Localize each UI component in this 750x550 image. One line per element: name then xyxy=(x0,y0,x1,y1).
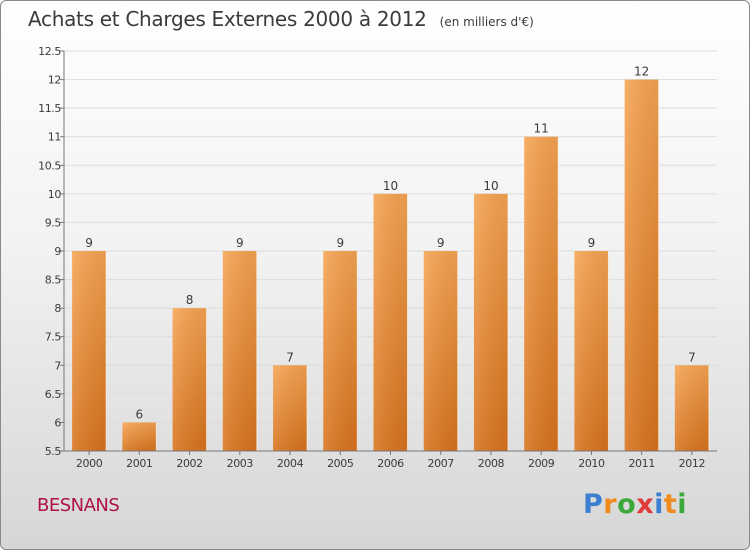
chart-subtitle: (en milliers d'€) xyxy=(439,15,534,29)
bar-shade xyxy=(624,79,659,452)
chart-title: Achats et Charges Externes 2000 à 2012 xyxy=(28,7,427,31)
y-tick-label: 11.5 xyxy=(38,102,61,115)
labels: 5.5 6 6.5 7 7.5 8 8.5 9 9.5 10 10.5 11 11.5 12 12.5 9 20… xyxy=(38,45,705,470)
y-tick-label: 12 xyxy=(48,74,61,87)
bar-value-label: 9 xyxy=(336,236,344,250)
y-tick-label: 7 xyxy=(54,359,61,372)
bar-value-label: 12 xyxy=(634,65,649,79)
bar-value-label: 10 xyxy=(483,179,498,193)
y-tick-label: 5.5 xyxy=(45,445,62,458)
y-tick-label: 12.5 xyxy=(38,45,61,58)
y-tick-label: 9.5 xyxy=(45,216,62,229)
x-tick-label: 2010 xyxy=(578,457,605,470)
bar-shade xyxy=(72,251,107,451)
x-tick-label: 2007 xyxy=(428,457,455,470)
y-tick-label: 6.5 xyxy=(45,388,62,401)
y-tick-label: 10 xyxy=(48,188,62,201)
bar-value-label: 11 xyxy=(534,122,549,136)
logo-letter: o xyxy=(617,489,637,520)
bar-shade xyxy=(373,193,408,451)
bar-shade xyxy=(273,365,308,451)
bar-shade xyxy=(674,365,709,451)
x-tick-label: 2012 xyxy=(679,457,705,470)
y-tick-label: 9 xyxy=(54,245,61,258)
y-tick-label: 8.5 xyxy=(45,274,62,287)
bar-value-label: 10 xyxy=(383,179,398,193)
bar-value-label: 7 xyxy=(286,350,294,364)
bar-value-label: 9 xyxy=(437,236,445,250)
x-tick-label: 2004 xyxy=(277,457,304,470)
bar-shade xyxy=(473,193,508,451)
logo-letter: i xyxy=(654,489,664,520)
y-tick-label: 7.5 xyxy=(45,331,62,344)
title-row: Achats et Charges Externes 2000 à 2012 (… xyxy=(28,7,534,31)
logo-letter: t xyxy=(663,489,678,520)
proxiti-logo[interactable]: Proxiti xyxy=(583,489,687,520)
logo-letter: r xyxy=(603,489,618,520)
y-tick-label: 8 xyxy=(54,302,61,315)
x-tick-label: 2000 xyxy=(76,457,103,470)
axes xyxy=(60,50,717,455)
logo-letter: P xyxy=(583,489,604,520)
bar-value-label: 6 xyxy=(136,407,144,421)
bar-shade xyxy=(222,251,257,451)
bar-shade xyxy=(524,136,559,451)
commune-name: BESNANS xyxy=(37,495,120,516)
x-tick-label: 2001 xyxy=(126,457,152,470)
bar-value-label: 7 xyxy=(688,350,696,364)
y-tick-label: 6 xyxy=(54,416,61,429)
x-tick-label: 2002 xyxy=(176,457,202,470)
x-tick-label: 2008 xyxy=(478,457,505,470)
bar-value-label: 9 xyxy=(85,236,93,250)
x-tick-label: 2011 xyxy=(628,457,654,470)
bar-shade xyxy=(323,251,358,451)
x-tick-label: 2005 xyxy=(327,457,354,470)
bar-shade xyxy=(122,422,157,451)
logo-letter: x xyxy=(636,489,655,520)
bar-value-label: 9 xyxy=(588,236,596,250)
bars xyxy=(72,79,710,452)
y-tick-label: 11 xyxy=(48,131,61,144)
logo-letter: i xyxy=(677,489,688,520)
bar-shade xyxy=(423,251,458,451)
x-tick-label: 2009 xyxy=(528,457,555,470)
bar-value-label: 9 xyxy=(236,236,244,250)
bar-shade xyxy=(574,251,609,451)
bar-shade xyxy=(172,308,207,451)
y-tick-label: 10.5 xyxy=(38,159,61,172)
x-tick-label: 2006 xyxy=(377,457,404,470)
bar-value-label: 8 xyxy=(186,293,194,307)
x-tick-label: 2003 xyxy=(227,457,254,470)
